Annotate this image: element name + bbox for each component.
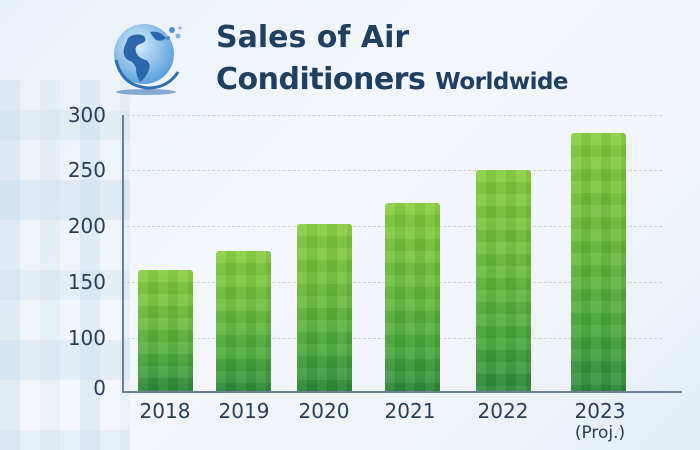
x-label-2023: 2023 (Proj.)	[560, 400, 640, 444]
x-label-projection-note: (Proj.)	[574, 423, 626, 443]
chart-header: Sales of Air Conditioners Worldwide	[108, 10, 668, 100]
bar-2023-projected	[571, 133, 626, 391]
chart-title-line1: Sales of Air	[216, 20, 410, 55]
y-tick-300: 300	[67, 103, 106, 127]
x-label-2022: 2022	[463, 400, 543, 422]
chart-title-suffix: Worldwide	[435, 69, 569, 95]
y-tick-100: 100	[67, 326, 106, 350]
x-label-2019: 2019	[204, 400, 284, 422]
bar-2020	[297, 224, 352, 391]
y-axis	[122, 115, 124, 392]
x-label-2021: 2021	[370, 400, 450, 422]
x-label-text: 2021	[384, 399, 436, 423]
y-tick-200: 200	[67, 214, 106, 238]
x-axis	[122, 391, 682, 393]
bar-2022	[476, 170, 531, 391]
y-tick-0: 0	[93, 376, 106, 400]
x-label-text: 2022	[477, 399, 529, 423]
background-mosaic	[0, 80, 130, 450]
globe-icon	[114, 24, 182, 95]
x-label-text: 2019	[218, 399, 270, 423]
bar-2021	[385, 203, 440, 391]
chart-title-main: Conditioners	[216, 62, 426, 97]
x-label-text: 2023	[574, 399, 626, 423]
x-label-2020: 2020	[284, 400, 364, 422]
chart-title-line2: Conditioners Worldwide	[216, 62, 569, 97]
y-tick-150: 150	[67, 270, 106, 294]
bar-2018	[138, 270, 193, 391]
gridline-300	[122, 115, 662, 116]
gridline-250	[122, 170, 662, 171]
bar-2019	[216, 251, 271, 391]
x-label-2018: 2018	[125, 400, 205, 422]
x-label-text: 2020	[298, 399, 350, 423]
y-tick-250: 250	[67, 158, 106, 182]
x-label-text: 2018	[139, 399, 191, 423]
